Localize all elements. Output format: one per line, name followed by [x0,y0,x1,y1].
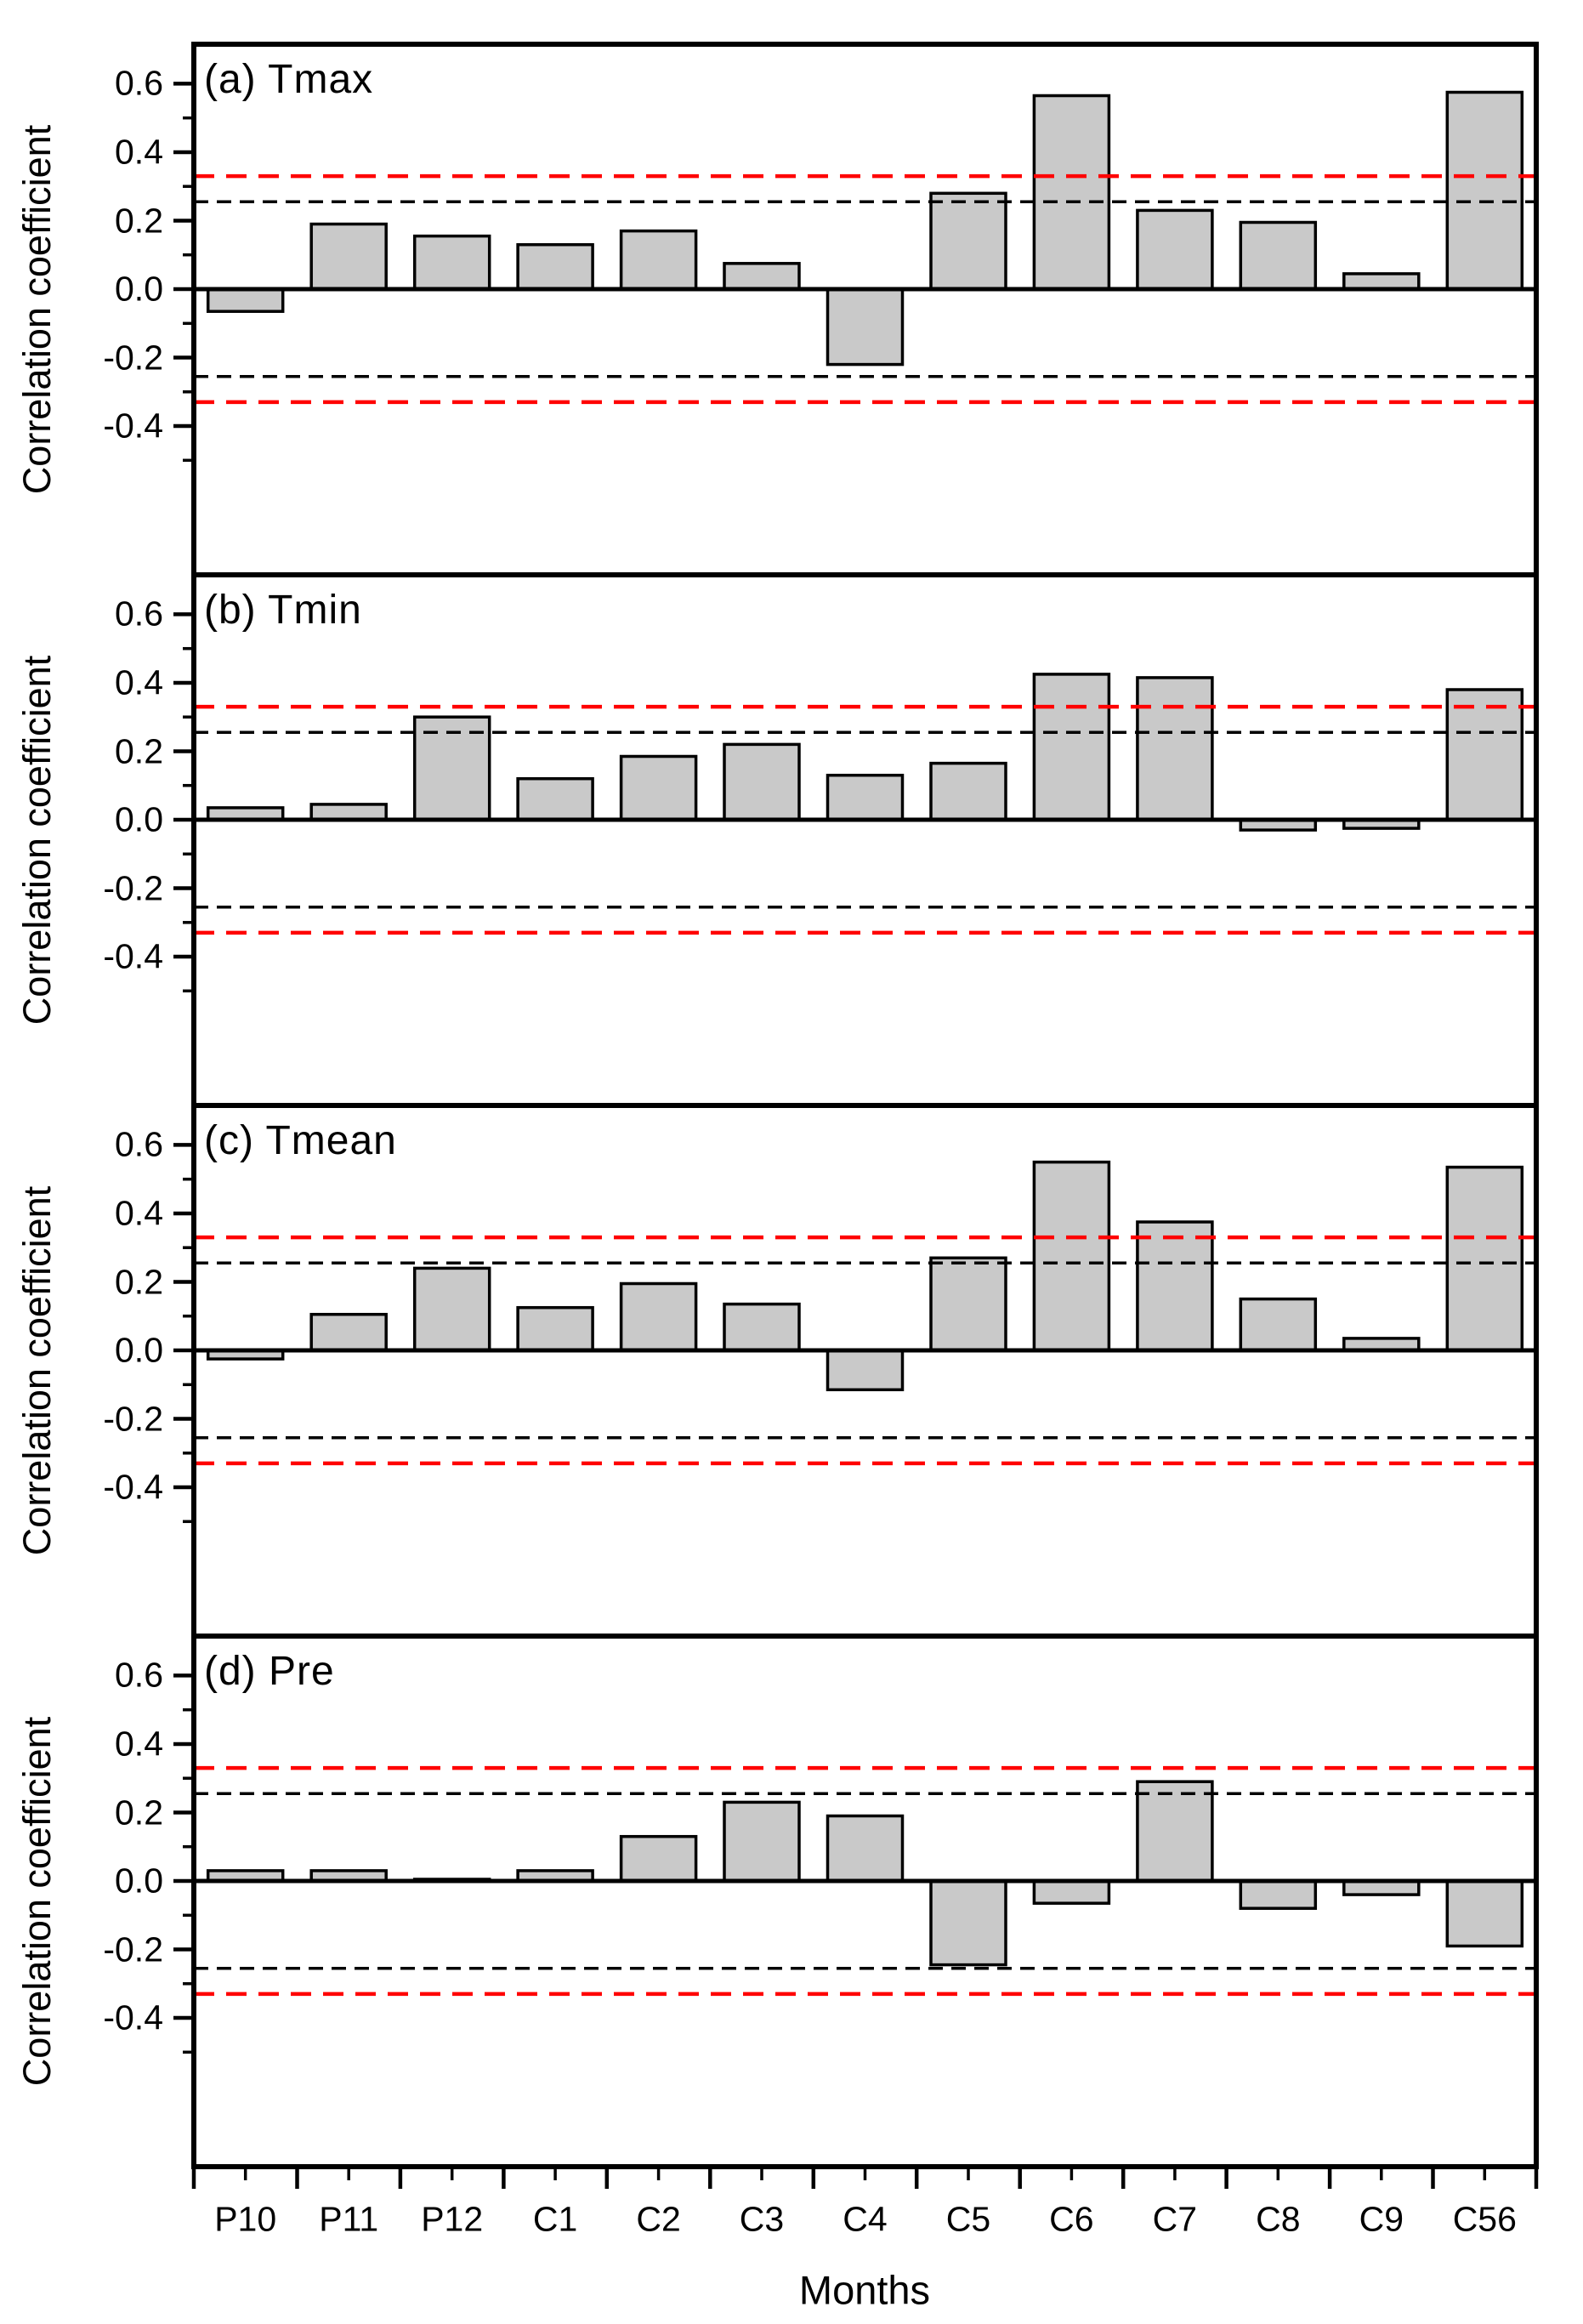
bar-a-P10 [206,287,285,313]
y-tick-label-d-0.2: 0.2 [115,1793,163,1832]
y-axis-title-panel-a: Correlation coefficient [15,124,59,495]
bar-c-C2 [619,1281,698,1352]
bar-a-C6 [1032,94,1111,291]
x-tick-label-P11: P11 [319,2199,379,2239]
bar-b-P11 [309,803,388,821]
y-tick-label-b-0.6: 0.6 [115,594,163,634]
y-tick-label-b-0.0: 0.0 [115,799,163,839]
y-tick-label-b-0.2: 0.2 [115,731,163,770]
bar-b-C4 [826,773,905,821]
bar-b-C7 [1136,676,1214,821]
bar-a-P12 [412,234,491,291]
bar-a-C4 [826,287,905,366]
bar-a-C1 [516,242,594,291]
x-tick-label-C2: C2 [636,2199,681,2239]
y-tick-label-b-0.4: 0.4 [115,662,163,702]
panel-a-title: (a) Tmax [204,57,374,102]
bar-c-P11 [309,1312,388,1352]
y-tick-label-a-0.4: 0.4 [115,132,163,172]
y-tick-label-d-0.4: 0.4 [115,1724,163,1764]
bar-a-C2 [619,229,698,291]
bar-b-C2 [619,754,698,821]
bar-b-P12 [412,715,491,821]
bar-b-C6 [1032,673,1111,821]
y-tick-label-c--0.2: -0.2 [103,1399,163,1438]
bar-c-C8 [1239,1297,1318,1352]
bar-a-P11 [309,222,388,291]
x-tick-label-C4: C4 [843,2199,888,2239]
bar-c-P12 [412,1266,491,1352]
y-tick-label-a-0.0: 0.0 [115,269,163,309]
bar-d-C7 [1136,1780,1214,1883]
bar-b-C3 [723,742,801,821]
panel-frame-d [191,1634,1539,2169]
bar-c-C4 [826,1349,905,1392]
bar-a-C56 [1445,90,1524,291]
x-tick-label-C1: C1 [532,2199,578,2239]
panel-b-title: (b) Tmin [204,588,362,633]
y-tick-label-b--0.4: -0.4 [103,936,163,976]
panel-d-title: (d) Pre [204,1649,335,1694]
x-tick-label-C3: C3 [739,2199,785,2239]
bar-d-C56 [1445,1879,1524,1948]
bar-c-C56 [1445,1165,1524,1352]
bar-a-C9 [1342,272,1421,291]
bar-d-C6 [1032,1879,1111,1905]
bar-a-C7 [1136,208,1214,291]
y-tick-label-b--0.2: -0.2 [103,868,163,907]
x-tick-label-C6: C6 [1049,2199,1094,2239]
y-tick-label-a--0.4: -0.4 [103,406,163,446]
y-tick-label-c-0.0: 0.0 [115,1330,163,1370]
bar-c-C3 [723,1302,801,1352]
x-tick-label-C8: C8 [1256,2199,1301,2239]
y-tick-label-c-0.6: 0.6 [115,1124,163,1164]
bar-c-C6 [1032,1160,1111,1352]
y-tick-label-a-0.2: 0.2 [115,201,163,240]
y-tick-label-d-0.6: 0.6 [115,1655,163,1695]
x-tick-label-C5: C5 [945,2199,991,2239]
x-tick-label-P12: P12 [421,2199,484,2239]
bar-d-C5 [929,1879,1007,1967]
bar-d-C3 [723,1800,801,1883]
y-tick-label-c-0.4: 0.4 [115,1193,163,1233]
x-tick-label-C56: C56 [1452,2199,1517,2239]
y-axis-title-panel-d: Correlation coefficient [15,1716,59,2087]
x-axis-title: Months [798,2267,931,2313]
y-axis-title-panel-b: Correlation coefficient [15,655,59,1026]
bar-b-C1 [516,776,594,821]
bar-a-C8 [1239,220,1318,291]
bar-d-C2 [619,1834,698,1883]
bar-c-C1 [516,1305,594,1352]
bar-c-C7 [1136,1220,1214,1352]
y-axis-title-panel-c: Correlation coefficient [15,1185,59,1556]
bar-c-C5 [929,1256,1007,1352]
bar-b-C56 [1445,688,1524,821]
bar-d-C8 [1239,1879,1318,1910]
y-tick-label-d-0.0: 0.0 [115,1861,163,1901]
x-tick-label-C7: C7 [1152,2199,1198,2239]
y-tick-label-c--0.4: -0.4 [103,1467,163,1507]
bar-a-C5 [929,191,1007,291]
y-tick-label-a-0.6: 0.6 [115,63,163,103]
x-tick-label-P10: P10 [214,2199,277,2239]
bar-b-C5 [929,761,1007,821]
x-tick-label-C9: C9 [1359,2199,1404,2239]
panel-frame-b [191,572,1539,1108]
bar-d-C4 [826,1814,905,1883]
bar-a-C3 [723,262,801,291]
panel-c-title: (c) Tmean [204,1118,397,1163]
y-tick-label-d--0.2: -0.2 [103,1929,163,1969]
y-tick-label-a--0.2: -0.2 [103,338,163,377]
y-tick-label-c-0.2: 0.2 [115,1262,163,1301]
y-tick-label-d--0.4: -0.4 [103,1997,163,2037]
